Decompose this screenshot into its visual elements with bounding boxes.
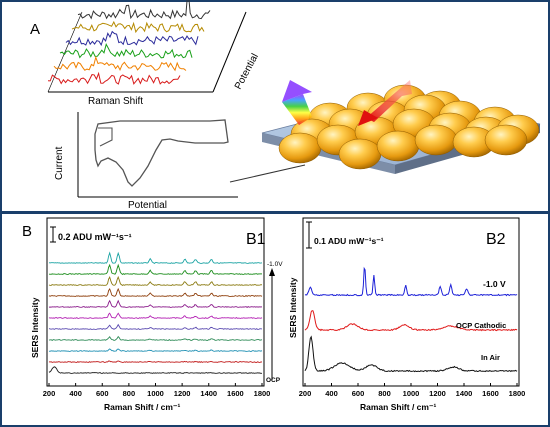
panel-b2-label: B2 xyxy=(486,231,506,248)
x-tick-label: 600 xyxy=(96,389,109,398)
x-tick-label: 1000 xyxy=(147,389,164,398)
b1-ylabel: SERS Intensity xyxy=(30,297,40,358)
gold-nanosphere xyxy=(338,138,382,170)
waterfall-z-axis xyxy=(212,11,247,93)
x-tick-label: 1400 xyxy=(200,389,217,398)
cv-plot xyxy=(77,112,238,198)
waterfall-trace xyxy=(77,0,211,20)
b1-scale-text: 0.2 ADU mW⁻¹s⁻¹ xyxy=(58,232,132,242)
scattered-light-beam xyxy=(282,94,312,125)
x-tick-label: 1400 xyxy=(456,389,473,398)
x-tick-label: 1200 xyxy=(174,389,191,398)
panel-b2: B2 0.1 ADU mW⁻¹s⁻¹ SERS Intensity 200 400… xyxy=(288,217,526,412)
x-tick-label: 800 xyxy=(378,389,391,398)
b1-spectra xyxy=(48,251,263,374)
b2-trace-label-ocp: OCP Cathodic xyxy=(456,321,506,330)
b1-spectrum-trace xyxy=(48,312,263,319)
waterfall-trace xyxy=(53,55,187,72)
x-tick-label: 1600 xyxy=(482,389,499,398)
b1-x-ticks: 200 400 600 800 1000 1200 1400 1600 1800 xyxy=(43,383,271,398)
panel-a-label: A xyxy=(30,21,40,38)
x-tick-label: 800 xyxy=(123,389,136,398)
waterfall-spectra xyxy=(47,0,247,93)
gold-nanosphere xyxy=(278,132,322,164)
b2-spectra xyxy=(304,266,518,373)
x-tick-label: 1200 xyxy=(429,389,446,398)
waterfall-trace xyxy=(47,71,181,85)
panel-b1: B1 0.2 ADU mW⁻¹s⁻¹ SERS Intensity 200 400… xyxy=(30,217,283,412)
b2-scale-text: 0.1 ADU mW⁻¹s⁻¹ xyxy=(314,236,384,246)
b1-spectrum-trace xyxy=(48,287,263,297)
waterfall-xlabel: Raman Shift xyxy=(88,96,143,107)
b1-spectrum-trace xyxy=(48,251,263,264)
b1-spectrum-trace xyxy=(48,335,263,341)
waterfall-back-edge xyxy=(47,11,83,93)
x-tick-label: 1800 xyxy=(509,389,526,398)
b1-spectrum-trace xyxy=(48,299,263,308)
x-tick-label: 400 xyxy=(325,389,338,398)
b2-spectrum-trace xyxy=(304,310,518,332)
waterfall-trace xyxy=(65,30,199,47)
gold-nanosphere xyxy=(484,124,528,156)
x-tick-label: 200 xyxy=(299,389,312,398)
waterfall-trace xyxy=(71,20,205,34)
b1-arrow-head xyxy=(269,268,275,276)
cv-xlabel: Potential xyxy=(128,200,167,211)
b2-trace-label-neg1v: -1.0 V xyxy=(483,279,506,289)
b1-spectrum-trace xyxy=(48,360,263,363)
gold-nanospheres xyxy=(278,84,540,170)
b1-spectrum-trace xyxy=(48,348,263,352)
b1-spectrum-trace xyxy=(48,323,263,330)
gold-nanosphere xyxy=(376,130,420,162)
b2-spectrum-trace xyxy=(304,335,518,373)
incident-laser-arrowhead xyxy=(358,110,378,126)
b1-arrow-bottom-label: OCP xyxy=(266,377,281,384)
x-tick-label: 1000 xyxy=(403,389,420,398)
b2-x-ticks: 200 400 600 800 1000 1200 1400 1600 1800 xyxy=(299,383,526,398)
b1-spectrum-trace xyxy=(49,263,263,275)
cv-inner-loop xyxy=(98,127,113,147)
b1-xlabel: Raman Shift / cm⁻¹ xyxy=(104,402,180,412)
x-tick-label: 600 xyxy=(352,389,365,398)
x-tick-label: 400 xyxy=(69,389,82,398)
panel-b-frame xyxy=(0,212,550,427)
x-tick-label: 1800 xyxy=(254,389,271,398)
cv-curve xyxy=(94,119,229,187)
waterfall-trace xyxy=(59,43,193,59)
panel-b1-label: B1 xyxy=(246,231,266,248)
cv-ylabel: Current xyxy=(54,146,65,180)
b1-spectrum-trace xyxy=(48,275,263,286)
scattered-light-arrowhead xyxy=(282,80,312,102)
incident-laser-beam xyxy=(366,80,412,122)
gold-nanosphere xyxy=(414,124,458,156)
b2-ylabel: SERS Intensity xyxy=(288,277,298,338)
sers-substrate-illustration xyxy=(261,80,541,174)
b2-spectrum-trace xyxy=(304,266,518,297)
pointer-line xyxy=(229,164,306,183)
b2-xlabel: Raman Shift / cm⁻¹ xyxy=(360,402,436,412)
b1-spectrum-trace xyxy=(48,366,263,374)
b2-trace-label-air: In Air xyxy=(481,353,500,362)
b1-arrow-top-label: -1.0V xyxy=(267,261,283,268)
x-tick-label: 200 xyxy=(43,389,56,398)
x-tick-label: 1600 xyxy=(227,389,244,398)
panel-b-label: B xyxy=(22,223,32,240)
